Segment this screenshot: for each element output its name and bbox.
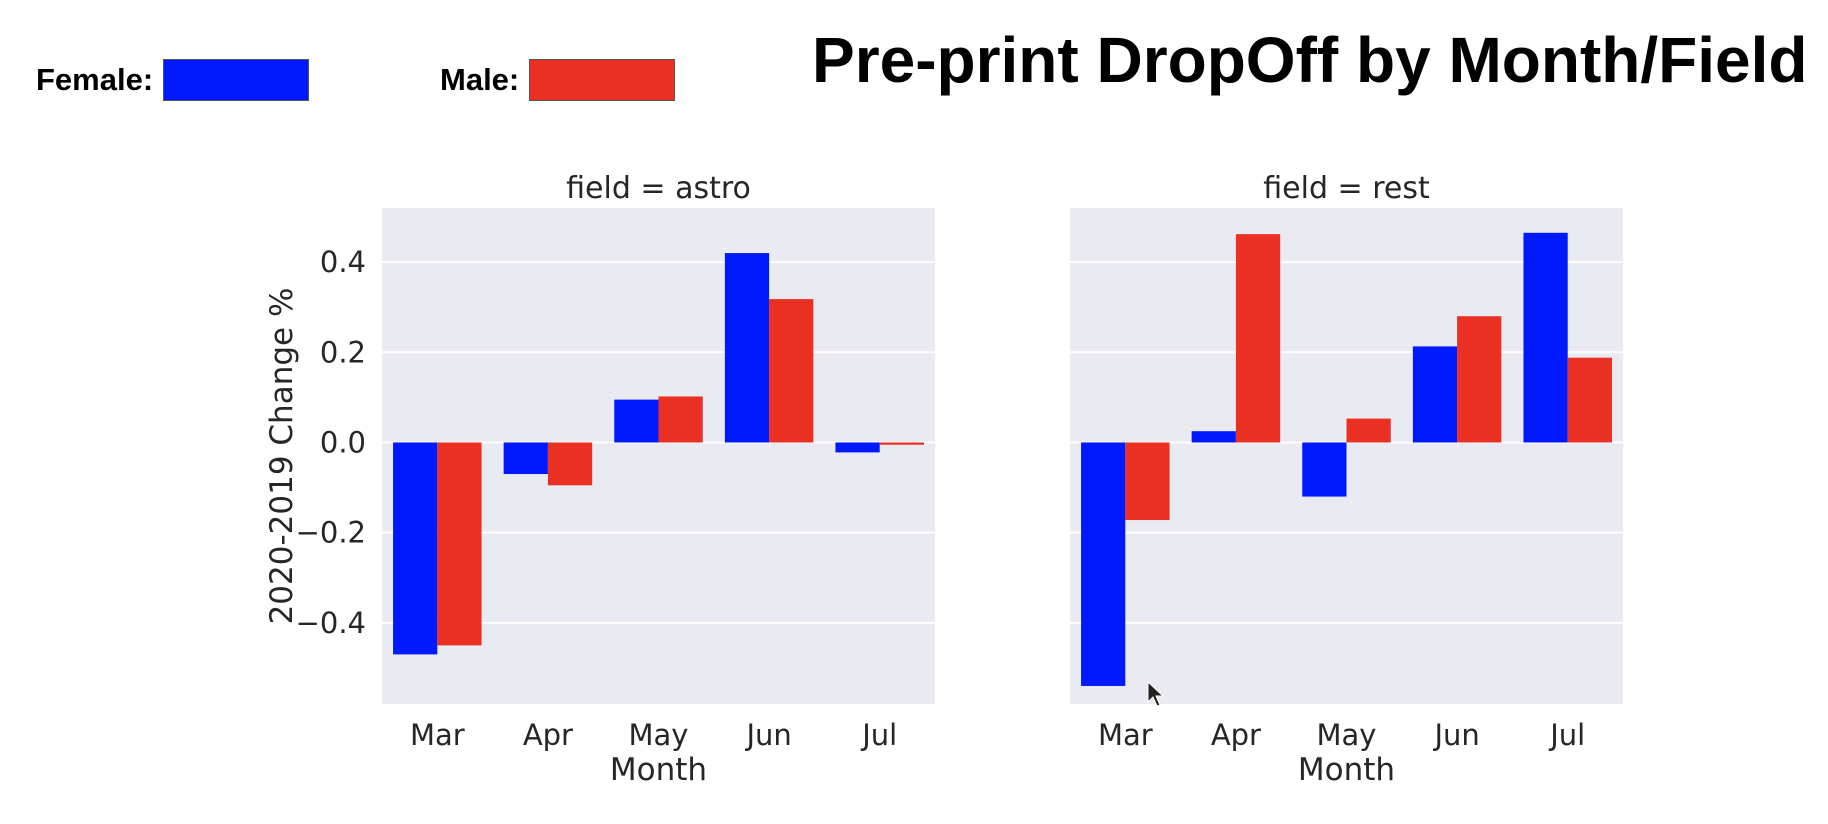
y-axis-label: 2020-2019 Change % <box>264 288 300 625</box>
bar-male-mar <box>1125 442 1170 521</box>
bar-female-jul <box>1523 232 1568 443</box>
x-tick-label-jun: Jun <box>1432 718 1479 752</box>
y-tick-label: 0.4 <box>320 245 366 279</box>
x-tick-label-mar: Mar <box>1098 718 1153 752</box>
bar-female-jul <box>835 442 880 453</box>
x-tick-label-jul: Jul <box>860 718 897 752</box>
x-axis-label: Month <box>610 752 707 788</box>
y-tick-label: 0.2 <box>320 335 366 369</box>
x-tick-label-may: May <box>1317 718 1377 752</box>
x-tick-label-mar: Mar <box>410 718 465 752</box>
bar-male-mar <box>437 442 482 646</box>
y-tick-label: 0.0 <box>320 425 366 459</box>
bar-female-mar <box>1081 442 1126 686</box>
x-tick-label-may: May <box>629 718 689 752</box>
bar-male-jun <box>1457 316 1502 443</box>
bar-female-apr <box>503 442 548 475</box>
x-axis-label: Month <box>1298 752 1395 788</box>
panel-1: Mar Apr May Jun Jul 0.4 0.2 0.0 −0.2 −0.4 field = … <box>264 171 935 788</box>
bar-female-jun <box>724 253 770 443</box>
bar-female-jun <box>1412 346 1458 443</box>
bar-male-jul <box>1567 357 1612 443</box>
x-tick-label-apr: Apr <box>523 718 573 752</box>
legend-male-label: Male: <box>440 62 520 97</box>
legend-male-swatch <box>529 59 676 101</box>
bar-female-may <box>614 399 659 443</box>
x-tick-label-apr: Apr <box>1211 718 1261 752</box>
y-tick-label: −0.4 <box>296 606 366 640</box>
mouse-cursor-icon <box>1147 680 1165 707</box>
bar-male-jun <box>769 299 814 443</box>
bar-male-jul <box>879 442 924 445</box>
panel-title: field = rest <box>1263 171 1430 206</box>
bar-female-may <box>1302 442 1347 497</box>
legend-female-label: Female: <box>36 62 154 97</box>
legend-female-swatch <box>163 59 310 101</box>
bar-female-mar <box>393 442 438 655</box>
bar-male-may <box>1346 418 1391 443</box>
panel-title: field = astro <box>566 171 751 206</box>
legend-female: Female: <box>36 58 310 102</box>
legend-male: Male: <box>440 58 676 102</box>
bar-male-may <box>658 396 703 443</box>
x-tick-label-jul: Jul <box>1548 718 1585 752</box>
bar-male-apr <box>547 442 593 486</box>
x-tick-label-jun: Jun <box>744 718 791 752</box>
bar-male-apr <box>1235 234 1281 443</box>
page-title: Pre-print DropOff by Month/Field <box>812 24 1808 96</box>
panel-2: Mar Apr May Jun Jul field = rest Month <box>1070 171 1623 788</box>
bar-female-apr <box>1191 431 1236 443</box>
y-tick-label: −0.2 <box>296 516 366 550</box>
